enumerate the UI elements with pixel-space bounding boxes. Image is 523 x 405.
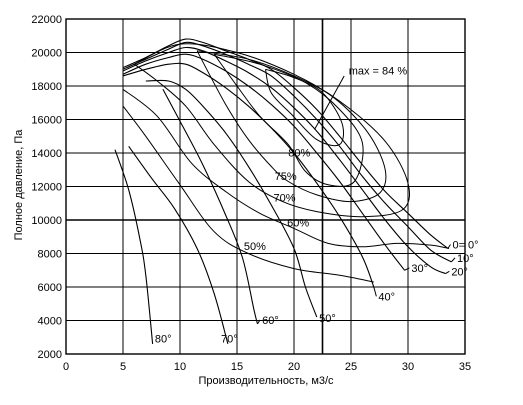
y-tick-label: 6000 [38,282,62,294]
x-tick-label: 0 [63,361,69,373]
efficiency-contour [122,105,374,283]
blade-angle-curve [122,41,452,263]
curve-labels: max = 84 % 80% 75% 70% 60% 50% 0= 0° 10°20° 30° 4… [155,65,479,345]
blade-angle-label: 10° [457,253,474,265]
x-axis-label: Производительность, м3/с [198,375,334,387]
blade-angle-curve [122,38,449,249]
y-tick-label: 2000 [38,349,62,361]
blade-angle-curve [114,149,154,344]
blade-angle-curves [114,38,456,345]
curve-label-leader [373,286,377,297]
efficiency-contour [134,43,410,218]
blade-angle-curve [145,79,318,318]
efficiency-label: 70% [273,193,295,205]
y-tick-label: 4000 [38,316,62,328]
y-tick-label: 14000 [31,148,62,160]
blade-angle-label: 70° [221,333,238,345]
blade-angle-curve [122,53,406,271]
efficiency-contours [122,43,450,283]
x-tick-label: 20 [288,361,300,373]
curve-label-leader [447,244,451,249]
axes: 0 5 10 15 20 25 30 35 2000 4000 6000 8000 10000 12000… [31,14,471,373]
efficiency-contour [196,50,387,203]
x-tick-label: 35 [459,361,471,373]
x-tick-label: 25 [345,361,357,373]
blade-angle-curve [128,145,229,345]
efficiency-label: 80% [288,147,310,159]
blade-angle-curve [122,46,446,275]
x-tick-label: 30 [402,361,414,373]
efficiency-label: 75% [275,171,297,183]
y-tick-label: 12000 [31,182,62,194]
curve-label-leader [404,267,410,271]
efficiency-label: 60% [287,218,309,230]
blade-angle-curve [122,62,375,288]
y-axis-label: Полное давление, Па [13,129,25,241]
max-efficiency-leader [314,75,345,130]
curve-label-leader [257,319,261,325]
efficiency-label: 50% [244,241,266,253]
x-tick-label: 15 [231,361,243,373]
x-tick-label: 10 [174,361,186,373]
efficiency-label: max = 84 % [349,65,408,77]
y-tick-label: 18000 [31,81,62,93]
blade-angle-label: 30° [411,263,428,275]
blade-angle-label: 60° [262,315,279,327]
blade-angle-curve [162,89,259,325]
efficiency-contour [213,53,364,187]
curve-label-leader [445,270,450,275]
y-tick-label: 8000 [38,249,62,261]
blade-angle-label: 50° [319,313,336,325]
y-tick-label: 16000 [31,115,62,127]
blade-angle-label: 0= 0° [452,239,478,251]
grid [65,18,466,355]
blade-angle-label: 20° [451,266,468,278]
y-tick-label: 22000 [31,14,62,26]
plot-frame [65,18,466,355]
blade-angle-label: 80° [155,333,172,345]
blade-angle-label: 40° [378,291,395,303]
curve-label-leader [450,257,456,263]
y-tick-label: 20000 [31,48,62,60]
x-tick-label: 5 [120,361,126,373]
y-tick-label: 10000 [31,215,62,227]
efficiency-contour [122,88,450,249]
